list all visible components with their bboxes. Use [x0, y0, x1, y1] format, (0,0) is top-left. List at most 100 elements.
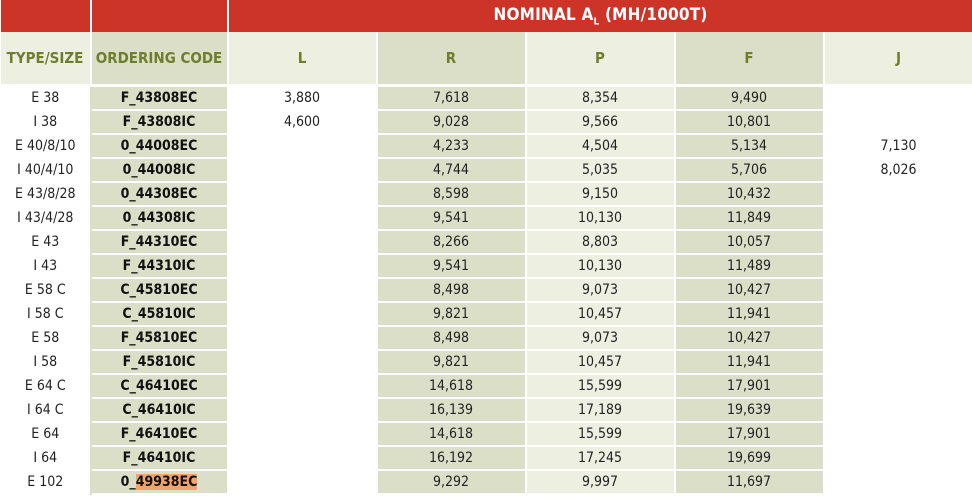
- cell-r-value: 4,233: [376, 133, 527, 159]
- cell-j-value: [822, 349, 972, 375]
- ordering-code-number: 46410EC: [135, 426, 198, 442]
- table-row: I 38 F_43808IC 4,600 9,028 9,566 10,801: [0, 109, 972, 135]
- ordering-code-prefix: F_: [120, 330, 136, 346]
- cell-f-value: 9,490: [674, 85, 825, 111]
- cell-f-value: 17,901: [674, 373, 825, 399]
- ordering-code-prefix: C_: [122, 402, 138, 418]
- cell-type-size: E 43/8/28: [0, 181, 92, 207]
- ordering-code-prefix: F_: [120, 426, 136, 442]
- cell-r-value: 4,744: [376, 157, 527, 183]
- cell-j-value: [822, 85, 972, 111]
- col-header-l: L: [227, 32, 378, 87]
- cell-l-value: [227, 469, 378, 495]
- col-header-r: R: [376, 32, 527, 87]
- table-row: I 58 C C_45810IC 9,821 10,457 11,941: [0, 301, 972, 327]
- cell-ordering-code: C_46410IC: [90, 397, 229, 423]
- cell-p-value: 10,457: [525, 301, 676, 327]
- cell-l-value: [227, 205, 378, 231]
- table-row: I 64 C C_46410IC 16,139 17,189 19,639: [0, 397, 972, 423]
- ordering-code-number: 45810EC: [135, 330, 198, 346]
- cell-f-value: 19,639: [674, 397, 825, 423]
- cell-f-value: 10,432: [674, 181, 825, 207]
- cell-ordering-code: F_44310EC: [90, 229, 229, 255]
- cell-type-size: I 43: [0, 253, 92, 279]
- banner-blank-2: [90, 0, 229, 32]
- cell-r-value: 14,618: [376, 421, 527, 447]
- cell-type-size: I 58 C: [0, 301, 92, 327]
- cell-r-value: 9,028: [376, 109, 527, 135]
- cell-p-value: 9,150: [525, 181, 676, 207]
- ordering-code-prefix: C_: [120, 378, 136, 394]
- cell-r-value: 16,139: [376, 397, 527, 423]
- cell-type-size: I 38: [0, 109, 92, 135]
- cell-l-value: [227, 349, 378, 375]
- cell-j-value: 8,026: [822, 157, 972, 183]
- column-header-row: TYPE/SIZE ORDERING CODE L R P F J: [0, 32, 972, 87]
- cell-r-value: 9,292: [376, 469, 527, 495]
- cell-f-value: 11,849: [674, 205, 825, 231]
- ordering-code-number: 46410EC: [135, 378, 198, 394]
- cell-r-value: 9,821: [376, 349, 527, 375]
- cell-type-size: E 58 C: [0, 277, 92, 303]
- cell-p-value: 10,457: [525, 349, 676, 375]
- cell-j-value: [822, 325, 972, 351]
- cell-f-value: 10,801: [674, 109, 825, 135]
- nominal-header: NOMINAL AL (MH/1000T): [227, 0, 972, 32]
- ordering-code-prefix: 0_: [120, 186, 136, 202]
- cell-p-value: 17,189: [525, 397, 676, 423]
- table-row: E 38 F_43808EC 3,880 7,618 8,354 9,490: [0, 85, 972, 111]
- nominal-title: NOMINAL AL (MH/1000T): [493, 4, 708, 28]
- ordering-code-prefix: F_: [120, 234, 136, 250]
- table-row: E 43/8/28 0_44308EC 8,598 9,150 10,432: [0, 181, 972, 207]
- cell-type-size: E 64: [0, 421, 92, 447]
- ordering-code-prefix: 0_: [120, 474, 136, 490]
- ordering-code-number: 44310IC: [137, 258, 196, 274]
- ordering-code-prefix: 0_: [120, 138, 136, 154]
- cell-type-size: E 58: [0, 325, 92, 351]
- cell-p-value: 10,130: [525, 253, 676, 279]
- cell-p-value: 15,599: [525, 421, 676, 447]
- cell-p-value: 4,504: [525, 133, 676, 159]
- cell-ordering-code: 0_44008EC: [90, 133, 229, 159]
- cell-p-value: 8,354: [525, 85, 676, 111]
- cell-p-value: 9,566: [525, 109, 676, 135]
- cell-ordering-code: 0_44308IC: [90, 205, 229, 231]
- cell-r-value: 16,192: [376, 445, 527, 471]
- cell-r-value: 9,541: [376, 205, 527, 231]
- cell-j-value: [822, 445, 972, 471]
- cell-f-value: 11,697: [674, 469, 825, 495]
- cell-j-value: [822, 373, 972, 399]
- cell-l-value: 4,600: [227, 109, 378, 135]
- cell-r-value: 8,498: [376, 325, 527, 351]
- cell-j-value: [822, 181, 972, 207]
- cell-p-value: 9,073: [525, 325, 676, 351]
- table-row: E 102 0_49938EC 9,292 9,997 11,697: [0, 469, 972, 495]
- table-row: E 58 F_45810EC 8,498 9,073 10,427: [0, 325, 972, 351]
- cell-type-size: I 43/4/28: [0, 205, 92, 231]
- ordering-code-number: 44310EC: [135, 234, 198, 250]
- cell-type-size: E 102: [0, 469, 92, 495]
- ordering-code-number: 46410IC: [137, 402, 196, 418]
- ordering-code-prefix: F_: [120, 90, 136, 106]
- table-row: I 64 F_46410IC 16,192 17,245 19,699: [0, 445, 972, 471]
- cell-l-value: [227, 397, 378, 423]
- ordering-code-number: 44308IC: [137, 210, 196, 226]
- cell-j-value: [822, 277, 972, 303]
- cell-f-value: 10,057: [674, 229, 825, 255]
- ordering-code-prefix: F_: [122, 354, 138, 370]
- cell-l-value: [227, 229, 378, 255]
- cell-ordering-code: C_45810IC: [90, 301, 229, 327]
- cell-l-value: [227, 181, 378, 207]
- cell-type-size: E 40/8/10: [0, 133, 92, 159]
- cell-p-value: 10,130: [525, 205, 676, 231]
- cell-r-value: 9,541: [376, 253, 527, 279]
- table-row: I 58 F_45810IC 9,821 10,457 11,941: [0, 349, 972, 375]
- cell-ordering-code: 0_49938EC: [90, 469, 229, 495]
- ordering-code-number: 44008IC: [137, 162, 196, 178]
- cell-ordering-code: F_44310IC: [90, 253, 229, 279]
- cell-type-size: E 38: [0, 85, 92, 111]
- cell-type-size: I 64 C: [0, 397, 92, 423]
- ordering-code-number: 44308EC: [135, 186, 198, 202]
- cell-ordering-code: F_45810EC: [90, 325, 229, 351]
